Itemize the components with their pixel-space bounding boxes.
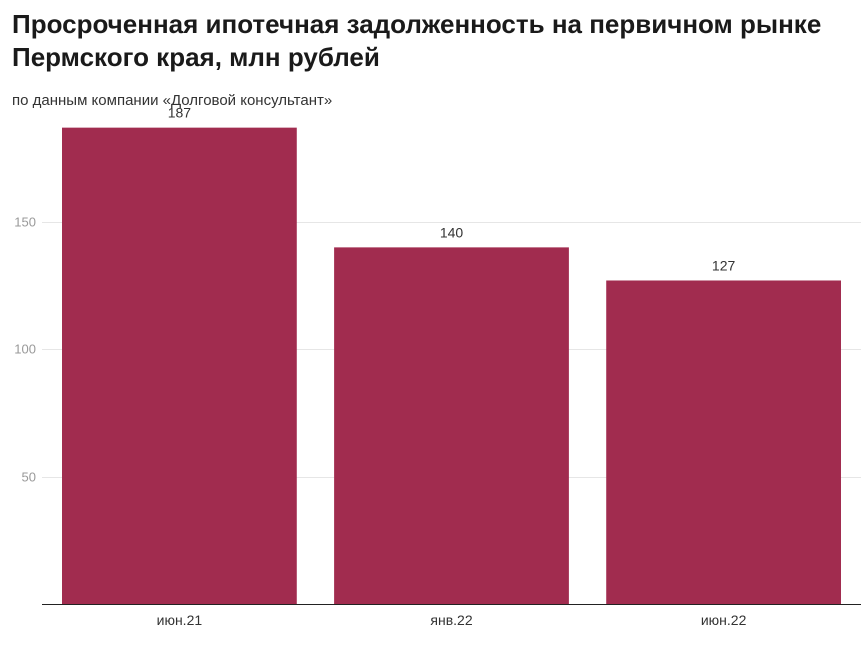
x-tick-label: янв.22 <box>430 612 472 628</box>
y-tick-label: 150 <box>14 215 36 230</box>
data-labels: 187 140 127 <box>168 105 736 274</box>
data-label: 140 <box>440 224 464 240</box>
x-tick-label: июн.22 <box>701 612 747 628</box>
chart-subtitle: по данным компании «Долговой консультант… <box>12 92 333 109</box>
y-tick-label: 100 <box>14 342 36 357</box>
y-axis-ticks: 50 100 150 <box>14 215 36 485</box>
y-tick-label: 50 <box>22 470 36 485</box>
bar <box>606 280 841 604</box>
data-label: 187 <box>168 105 192 121</box>
x-tick-label: июн.21 <box>157 612 203 628</box>
x-axis-ticks: июн.21 янв.22 июн.22 <box>157 612 747 628</box>
bar <box>334 247 569 605</box>
bars <box>62 127 841 605</box>
data-label: 127 <box>712 257 736 273</box>
chart-title: Просроченная ипотечная задолженность на … <box>12 9 822 72</box>
bar <box>62 127 297 605</box>
